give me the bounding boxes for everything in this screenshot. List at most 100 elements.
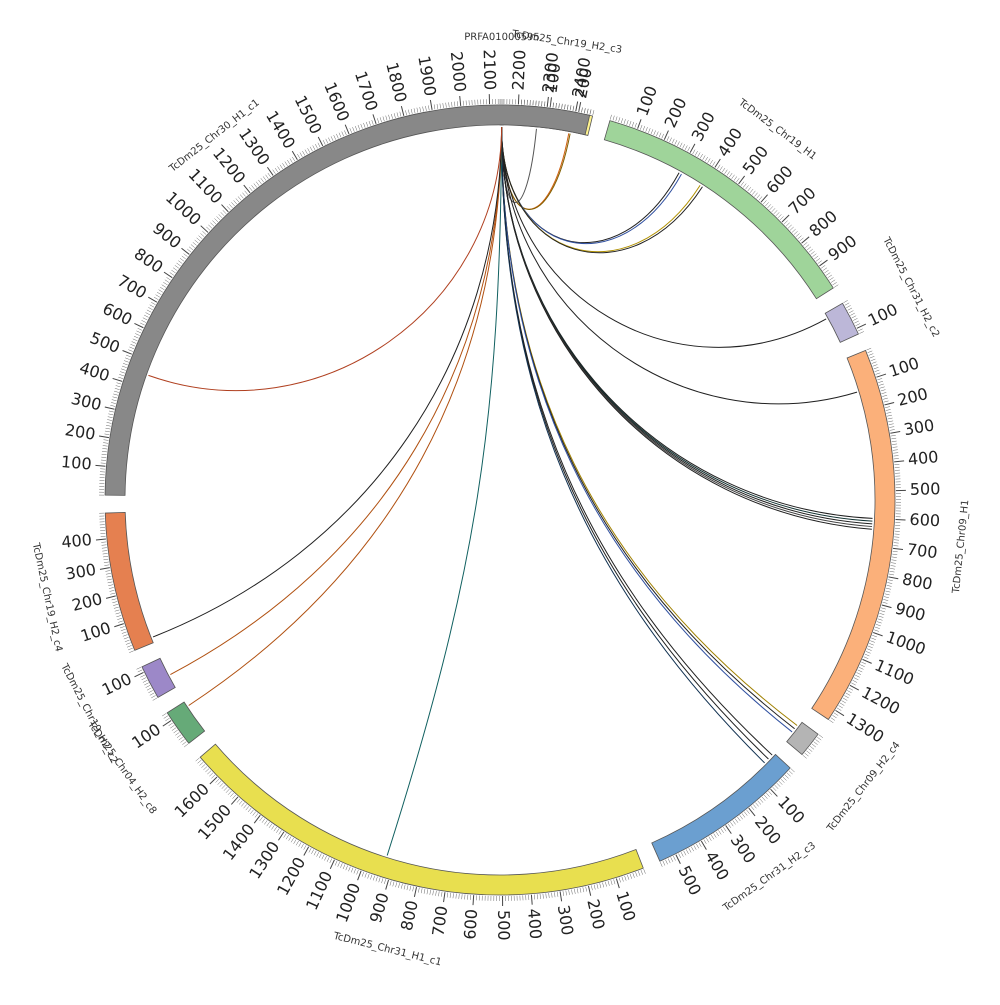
minor-tick	[230, 793, 233, 797]
minor-tick	[174, 730, 178, 733]
minor-tick	[591, 885, 592, 890]
major-tick	[638, 119, 641, 128]
minor-tick	[112, 599, 117, 600]
minor-tick	[305, 150, 307, 154]
minor-tick	[282, 163, 285, 167]
minor-tick	[187, 249, 191, 252]
minor-tick	[566, 890, 567, 895]
minor-tick	[407, 885, 408, 890]
minor-tick	[330, 859, 332, 864]
tick-label: 100	[633, 83, 661, 118]
minor-tick	[118, 621, 123, 623]
minor-tick	[443, 103, 444, 108]
minor-tick	[640, 125, 642, 130]
minor-tick	[817, 737, 821, 740]
minor-tick	[285, 162, 288, 166]
tick-label: 1000	[162, 188, 205, 230]
minor-tick	[199, 236, 203, 239]
major-tick	[278, 832, 283, 840]
minor-tick	[218, 781, 222, 785]
major-tick	[473, 895, 474, 905]
tick-label: 200	[751, 812, 785, 848]
minor-tick	[816, 258, 820, 261]
minor-tick	[742, 813, 745, 817]
minor-tick	[875, 627, 880, 629]
minor-tick	[872, 635, 877, 637]
minor-tick	[150, 305, 154, 307]
minor-tick	[648, 128, 650, 133]
minor-tick	[147, 310, 151, 312]
minor-tick	[872, 362, 877, 364]
minor-tick	[108, 582, 113, 583]
major-tick	[414, 887, 416, 897]
minor-tick	[112, 400, 117, 401]
minor-tick	[891, 560, 896, 561]
major-tick	[863, 659, 872, 663]
minor-tick	[396, 882, 397, 887]
segment-band	[787, 722, 818, 754]
minor-tick	[127, 645, 132, 647]
minor-tick	[383, 116, 384, 121]
minor-tick	[173, 268, 177, 271]
minor-tick	[143, 680, 147, 682]
tick-label: 100	[612, 889, 639, 924]
minor-tick	[892, 554, 897, 555]
minor-tick	[102, 451, 107, 452]
minor-tick	[798, 236, 802, 239]
minor-tick	[586, 887, 587, 892]
minor-tick	[102, 548, 107, 549]
minor-tick	[641, 870, 643, 875]
tick-label: 900	[149, 219, 185, 253]
minor-tick	[162, 285, 166, 288]
minor-tick	[191, 245, 195, 248]
major-tick	[96, 539, 106, 540]
minor-tick	[893, 545, 898, 546]
minor-tick	[590, 109, 591, 114]
minor-tick	[105, 428, 110, 429]
minor-tick	[867, 348, 872, 350]
minor-tick	[681, 852, 683, 856]
minor-tick	[871, 638, 876, 640]
minor-tick	[453, 893, 454, 898]
major-tick	[221, 205, 228, 212]
minor-tick	[709, 837, 712, 841]
tick-label: 900	[825, 231, 861, 264]
minor-tick	[417, 108, 418, 113]
minor-tick	[344, 130, 346, 135]
minor-tick	[418, 888, 419, 893]
tick-label: 100	[78, 618, 113, 646]
minor-tick	[430, 890, 431, 895]
minor-tick	[873, 365, 878, 367]
minor-tick	[894, 540, 899, 541]
minor-tick	[151, 695, 155, 697]
minor-tick	[659, 133, 661, 138]
minor-tick	[810, 746, 814, 749]
minor-tick	[195, 240, 199, 243]
minor-tick	[740, 815, 743, 819]
minor-tick	[184, 744, 188, 747]
minor-tick	[890, 429, 895, 430]
minor-tick	[673, 856, 675, 860]
minor-tick	[184, 254, 188, 257]
minor-tick	[280, 165, 283, 169]
minor-tick	[829, 720, 833, 723]
tick-label: 100	[99, 669, 135, 699]
minor-tick	[196, 758, 200, 761]
minor-tick	[438, 891, 439, 896]
minor-tick	[126, 355, 131, 357]
minor-tick	[734, 176, 737, 180]
minor-tick	[101, 542, 106, 543]
minor-tick	[587, 109, 588, 114]
minor-tick	[752, 191, 755, 195]
tick-label: 400	[524, 908, 545, 940]
minor-tick	[260, 817, 263, 821]
minor-tick	[878, 619, 883, 621]
minor-tick	[750, 189, 753, 193]
tick-label: 700	[785, 183, 820, 218]
minor-tick	[258, 180, 261, 184]
minor-tick	[889, 574, 894, 575]
minor-tick	[313, 145, 315, 149]
minor-tick	[891, 438, 896, 439]
minor-tick	[384, 879, 385, 884]
minor-tick	[354, 869, 356, 874]
